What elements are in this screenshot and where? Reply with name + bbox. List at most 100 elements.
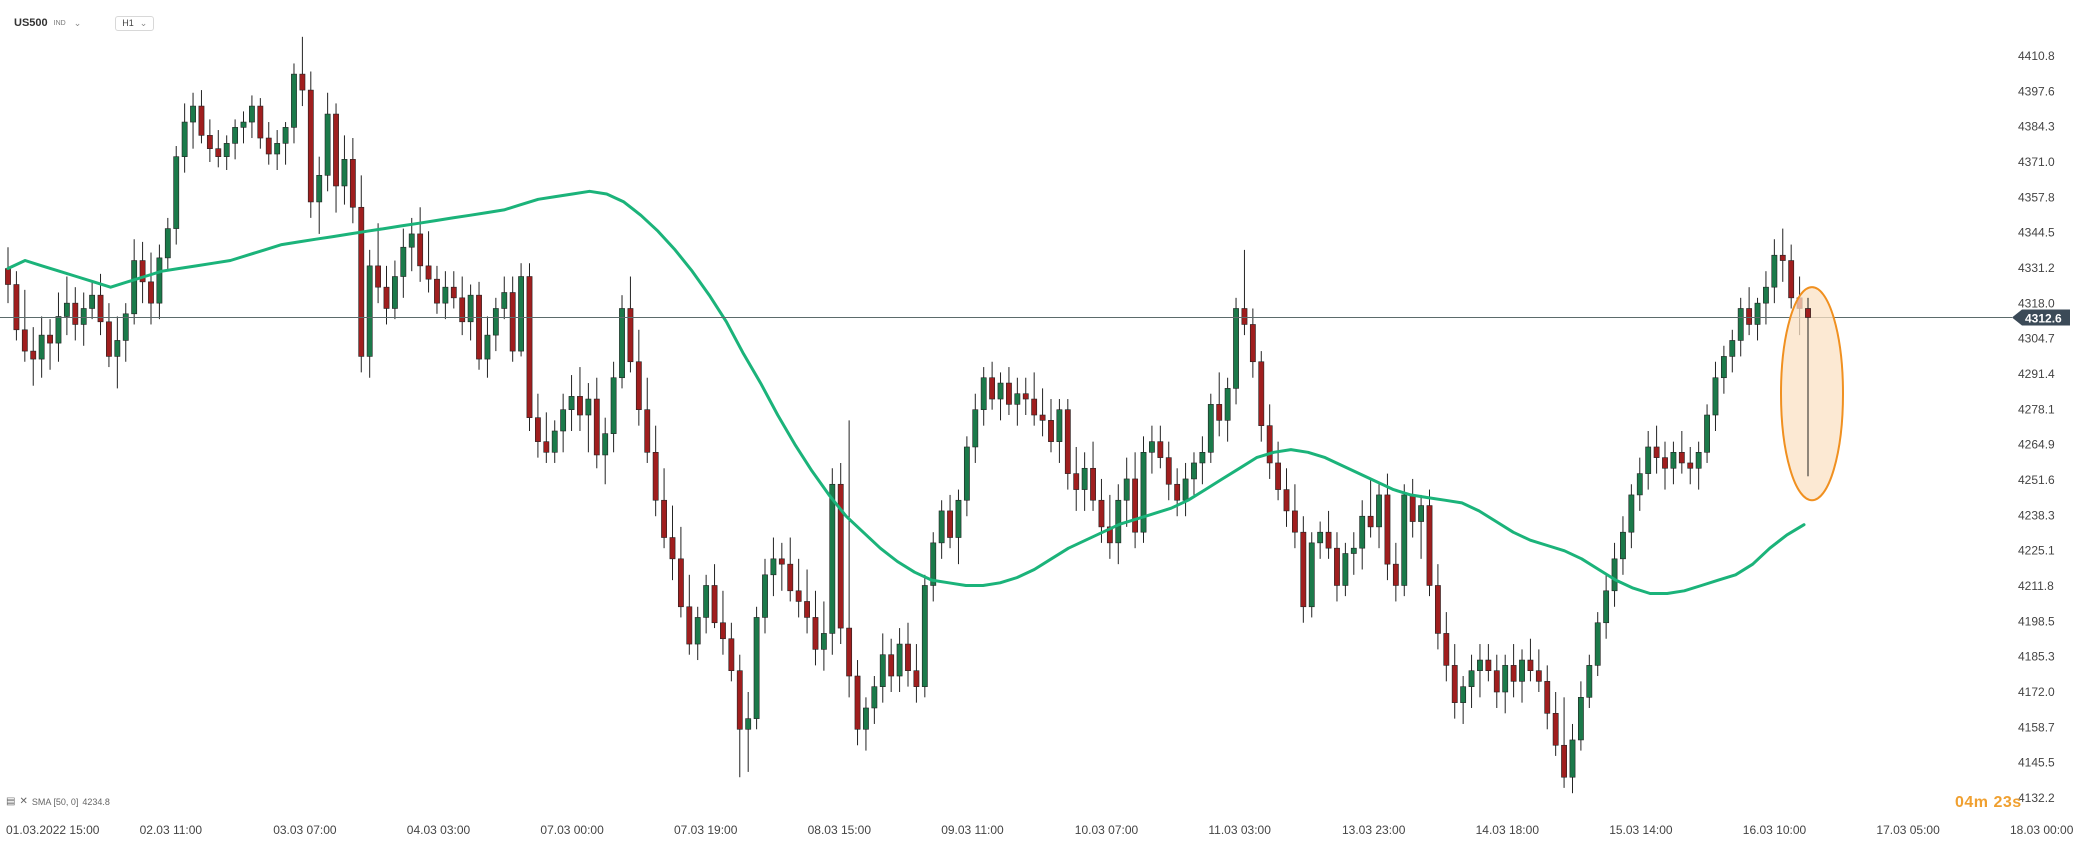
candle-body (1006, 382, 1012, 405)
candle (812, 590, 819, 666)
candle (1140, 436, 1147, 543)
candle-body (669, 537, 676, 560)
candle (1771, 239, 1778, 304)
y-tick-label: 4225.1 (2018, 544, 2055, 558)
y-tick-label: 4172.0 (2018, 685, 2055, 699)
candle (1678, 430, 1685, 474)
candle-body (1157, 441, 1164, 458)
candle-body (1064, 409, 1071, 474)
candle-body (804, 601, 810, 618)
candle (921, 574, 928, 698)
candle-body (1426, 505, 1433, 586)
candle-body (1712, 377, 1719, 416)
candle-body (5, 268, 11, 285)
candle (392, 260, 398, 320)
candle (1241, 249, 1248, 336)
candle-body (1300, 531, 1307, 608)
candle-body (635, 361, 642, 410)
candle-body (1763, 286, 1769, 304)
candle (1712, 361, 1719, 431)
candle-body (888, 654, 895, 677)
candle (1401, 484, 1408, 597)
candle (307, 71, 314, 218)
candle (1561, 697, 1567, 788)
x-tick-label: 10.03 07:00 (1075, 823, 1139, 837)
candle-body (324, 113, 331, 176)
candle (299, 36, 306, 107)
candle (341, 135, 348, 205)
candle (997, 372, 1004, 421)
candle-body (989, 377, 996, 400)
y-tick-label: 4318.0 (2018, 296, 2055, 310)
candle (333, 103, 339, 213)
candle (5, 247, 11, 304)
candle-body (619, 308, 625, 379)
candle (282, 122, 289, 165)
candle (366, 249, 373, 378)
candle (1258, 351, 1265, 442)
candle (1132, 452, 1139, 549)
symbol-type-label: IND (53, 19, 66, 27)
candle (846, 420, 853, 698)
candle-body (1367, 515, 1374, 528)
candle (1350, 532, 1357, 575)
candle-body (1048, 420, 1054, 442)
candle-body (770, 558, 777, 576)
candle (1392, 542, 1399, 602)
candle (89, 281, 96, 320)
candle (1106, 494, 1113, 559)
candle-body (1779, 254, 1786, 261)
y-tick-label: 4331.2 (2018, 261, 2055, 275)
x-tick-label: 08.03 15:00 (808, 823, 872, 837)
symbol-label[interactable]: US500 (14, 17, 48, 29)
candle (1090, 441, 1096, 511)
candle-body (577, 396, 583, 416)
candle (1039, 388, 1046, 437)
settings-icon[interactable]: ▤ (6, 796, 16, 807)
y-tick-label: 4145.5 (2018, 756, 2055, 770)
candle-body (476, 294, 482, 360)
candle (1628, 484, 1635, 549)
candle-body (736, 670, 743, 730)
candle-body (434, 278, 440, 304)
candle (114, 316, 121, 389)
remove-study-icon[interactable]: ✕ (19, 796, 28, 807)
candle (686, 574, 693, 655)
candle (476, 281, 482, 370)
candle (1687, 446, 1694, 485)
candle-body (1645, 446, 1652, 474)
candle-body (198, 105, 205, 136)
candle (1603, 574, 1610, 639)
candle-body (1670, 452, 1677, 469)
candle-body (1123, 478, 1130, 501)
candle (837, 462, 844, 645)
candle-body (47, 334, 53, 344)
candle-body (173, 156, 180, 229)
candle (400, 228, 407, 298)
candle-body (896, 643, 903, 677)
candle-body (551, 430, 558, 453)
candle (955, 489, 962, 565)
candle-body (846, 627, 853, 677)
candle (896, 628, 903, 692)
candle (324, 92, 331, 192)
symbol-chevron-down-icon[interactable]: ⌄ (73, 17, 82, 28)
candle (442, 271, 449, 320)
candle (1014, 377, 1021, 426)
candle-body (1687, 462, 1694, 469)
candle (694, 606, 701, 661)
candle-body (375, 265, 382, 288)
timeframe-selector[interactable]: H1 ⌄ (115, 15, 155, 31)
candle-body (1308, 542, 1315, 608)
y-tick-label: 4397.6 (2018, 84, 2055, 98)
candle-body (1695, 452, 1702, 469)
candle (1653, 425, 1660, 474)
candle (232, 119, 239, 160)
candle-body (534, 417, 541, 442)
candle (820, 601, 827, 671)
candle-body (686, 606, 693, 645)
candle-body (1620, 531, 1626, 560)
candle (1376, 484, 1382, 549)
